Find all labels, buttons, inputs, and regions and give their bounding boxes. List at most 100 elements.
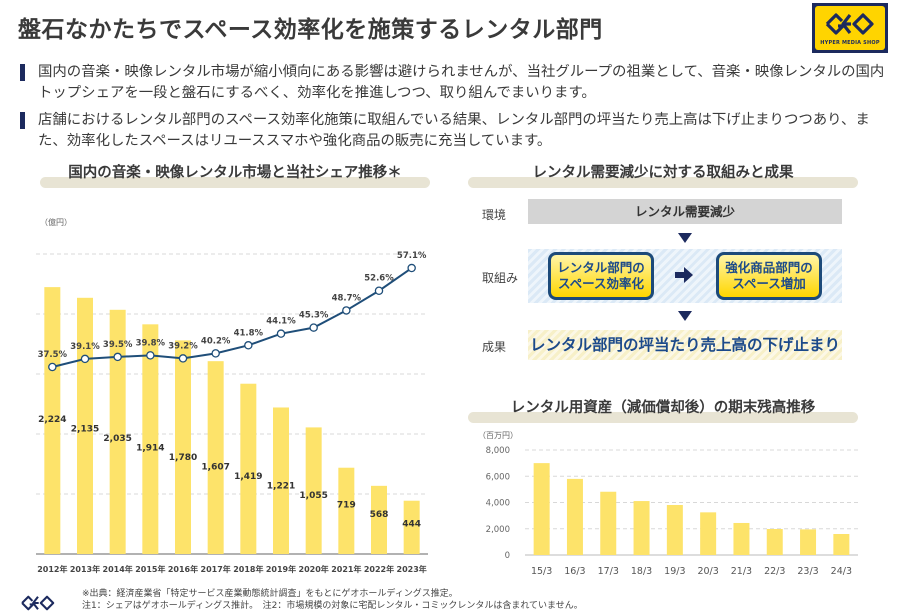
asset-bar [800, 529, 817, 555]
share-point-label: 41.8% [234, 328, 264, 338]
footnote-notes: 注1：シェアはゲオホールディングス推計。 注2：市場規模の対象に宅配レンタル・コ… [82, 601, 583, 611]
x-tick-label: 2022年 [364, 564, 394, 574]
market-chart-header: 国内の音楽・映像レンタル市場と当社シェア推移＊ [40, 160, 430, 190]
asset-bar [533, 463, 550, 555]
market-bar-label: 568 [370, 510, 389, 520]
bullet-text: 店舗におけるレンタル部門のスペース効率化施策に取組んでいる結果、レンタル部門の坪… [38, 112, 870, 149]
y-tick-label: 0 [505, 551, 510, 561]
x-tick-label: 2013年 [70, 564, 100, 574]
market-bar-label: 719 [337, 501, 356, 511]
market-chart-title: 国内の音楽・映像レンタル市場と当社シェア推移＊ [68, 165, 402, 181]
asset-bar [600, 491, 617, 555]
asset-chart-title: レンタル用資産（減価償却後）の期末残高推移 [510, 400, 816, 416]
header-pill [468, 412, 858, 423]
share-point [342, 306, 351, 315]
share-point [211, 349, 220, 358]
market-bar [273, 407, 289, 554]
y-tick-label: 2,000 [486, 525, 510, 535]
market-bar-label: 1,780 [169, 453, 197, 463]
market-bar [403, 500, 420, 554]
env-label: 環境 [482, 208, 507, 222]
bullet-text: 国内の音楽・映像レンタル市場が縮小傾向にある影響は避けられませんが、当社グループ… [38, 64, 885, 101]
share-point-label: 52.6% [364, 274, 394, 284]
down-arrow-icon [678, 311, 692, 321]
market-bar [207, 361, 224, 554]
share-point [178, 354, 188, 363]
asset-bar [733, 522, 750, 555]
x-tick-label: 23/3 [797, 566, 818, 577]
x-tick-label: 2019年 [266, 564, 296, 574]
x-tick-label: 19/3 [664, 566, 685, 577]
geo-logo-icon [825, 13, 874, 35]
bullet-item: 国内の音楽・映像レンタル市場が縮小傾向にある影響は避けられませんが、当社グループ… [18, 62, 888, 104]
share-point-label: 37.5% [38, 350, 68, 360]
result-label: 成果 [482, 340, 507, 354]
x-tick-label: 17/3 [598, 566, 619, 577]
bullet-marker-icon [20, 64, 25, 81]
share-point-label: 45.3% [299, 311, 329, 321]
market-bar-label: 1,607 [201, 463, 229, 473]
x-tick-label: 20/3 [697, 566, 718, 577]
footnote: ※出典：経済産業省「特定サービス産業動態統計調査」をもとにゲオホールディングス推… [82, 588, 583, 612]
y-tick-label: 8,000 [486, 446, 510, 456]
market-bar [77, 297, 93, 554]
share-point-label: 57.1% [397, 251, 427, 261]
x-tick-label: 2014年 [103, 564, 133, 574]
share-point [309, 323, 318, 332]
action-box-line: スペース効率化 [557, 276, 644, 291]
x-tick-label: 16/3 [564, 566, 585, 577]
share-point-label: 48.7% [332, 293, 362, 303]
action-box-strategic-products: 強化商品部門の スペース増加 [716, 252, 822, 300]
flow-title: レンタル需要減少に対する取組みと成果 [532, 165, 794, 181]
right-arrow-icon [675, 267, 693, 283]
share-point [48, 362, 57, 372]
share-point [244, 341, 253, 350]
bullet-marker-icon [20, 112, 25, 129]
rental-asset-chart: （百万円） 0 2,000 4,000 6,000 8,000 15/3 16/3 17/3… [478, 431, 858, 577]
x-tick-label: 2017年 [201, 564, 231, 574]
env-box: レンタル需要減少 [528, 199, 842, 224]
x-tick-label: 22/3 [764, 566, 785, 577]
market-bar [305, 427, 322, 554]
share-line [52, 267, 413, 368]
down-arrow-icon [678, 233, 692, 243]
x-tick-label: 2012年 [37, 564, 67, 574]
flow-header: レンタル需要減少に対する取組みと成果 [468, 160, 858, 190]
market-share-chart: （億円） 2,224 2,135 2,035 1,914 1,780 1,607 1,419… [36, 217, 428, 574]
asset-bar [833, 534, 850, 555]
market-bar-label: 1,419 [234, 472, 262, 482]
market-bar-label: 2,035 [103, 434, 131, 444]
share-point-label: 39.8% [136, 338, 166, 348]
geo-logo: HYPER MEDIA SHOP [812, 3, 888, 53]
share-point-label: 44.1% [266, 317, 296, 327]
footnote-source: ※出典：経済産業省「特定サービス産業動態統計調査」をもとにゲオホールディングス推… [82, 589, 458, 599]
market-bar-label: 2,224 [38, 415, 66, 425]
y-tick-label: 4,000 [486, 499, 510, 509]
x-tick-label: 2018年 [233, 564, 263, 574]
action-label: 取組み [482, 271, 519, 285]
y-axis-unit-label: （億円） [40, 217, 72, 227]
x-tick-label: 2020年 [299, 564, 329, 574]
x-tick-label: 24/3 [831, 566, 852, 577]
asset-chart-header: レンタル用資産（減価償却後）の期末残高推移 [468, 395, 858, 425]
x-tick-label: 18/3 [631, 566, 652, 577]
y-tick-label: 6,000 [486, 472, 510, 482]
market-bar-label: 444 [402, 520, 421, 530]
share-point-label: 39.2% [168, 341, 198, 351]
x-tick-label: 2023年 [397, 564, 427, 574]
market-bar-label: 1,055 [299, 491, 327, 501]
bullet-list: 国内の音楽・映像レンタル市場が縮小傾向にある影響は避けられませんが、当社グループ… [18, 62, 888, 158]
result-band: レンタル部門の坪当たり売上高の下げ止まり [528, 330, 842, 360]
share-point [374, 286, 384, 295]
bullet-item: 店舗におけるレンタル部門のスペース効率化施策に取組んでいる結果、レンタル部門の坪… [18, 110, 888, 152]
market-bar [109, 309, 126, 554]
share-point [276, 329, 286, 338]
market-bar-label: 1,221 [267, 482, 295, 492]
share-point-label: 40.2% [201, 336, 231, 346]
market-bar-label: 2,135 [71, 425, 99, 435]
x-tick-label: 2016年 [168, 564, 198, 574]
x-tick-label: 2015年 [135, 564, 165, 574]
y-axis-unit-label: （百万円） [478, 431, 518, 440]
asset-bar [766, 529, 783, 555]
market-bar [44, 287, 61, 554]
